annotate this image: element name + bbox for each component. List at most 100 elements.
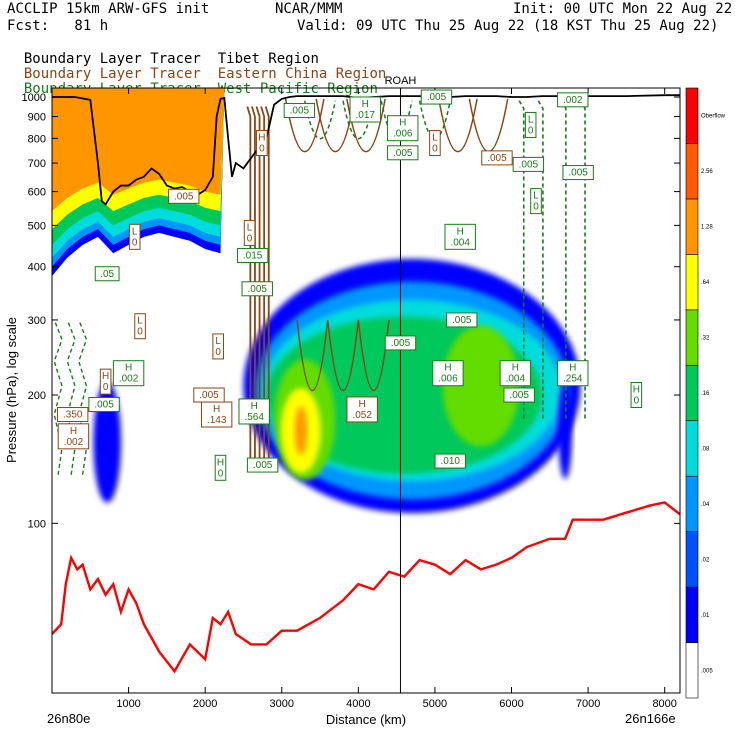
colorbar-cell bbox=[685, 254, 699, 311]
maxima-label-text: .010 bbox=[441, 456, 461, 467]
legend-west-pacific-b: West Pacific Region bbox=[217, 81, 378, 97]
maxima-label-box bbox=[212, 333, 224, 360]
maxima-label-box bbox=[99, 368, 112, 395]
maxima-label-text: .005 bbox=[94, 400, 114, 411]
maxima-label-text: .005 bbox=[452, 315, 472, 326]
maxima-label-text: L bbox=[528, 114, 534, 125]
maxima-label-box bbox=[630, 382, 643, 409]
colorbar-cell bbox=[685, 475, 699, 532]
colorbar-cell bbox=[685, 87, 699, 144]
maxima-label-text: .254 bbox=[563, 374, 583, 385]
maxima-label-text: .015 bbox=[243, 250, 263, 261]
maxima-label-box bbox=[112, 360, 145, 387]
station-marker-label: ROAH bbox=[385, 75, 417, 87]
maxima-label-text: .005 bbox=[519, 159, 539, 170]
maxima-label-text: 0 bbox=[132, 237, 138, 248]
maxima-label-text: 0 bbox=[215, 347, 221, 358]
colorbar-label: Oberflow bbox=[701, 114, 726, 120]
y-tick-label: 200 bbox=[28, 390, 46, 402]
maxima-label-text: .005 bbox=[487, 153, 507, 164]
maxima-label: H0 bbox=[214, 454, 227, 481]
colorbar-label: 1.28 bbox=[701, 225, 713, 231]
colorbar-cell bbox=[685, 420, 699, 477]
maxima-label-box bbox=[236, 247, 269, 263]
maxima-label-box bbox=[88, 397, 120, 413]
maxima-labels: H.002.350.005H0H.002L0H0.005H.143H.564.0… bbox=[56, 89, 643, 481]
legend-tibet-a: Boundary Layer Tracer bbox=[23, 51, 201, 67]
maxima-label: .005 bbox=[193, 387, 225, 403]
tracer-blob-9 bbox=[558, 382, 573, 480]
colorbar-label: .01 bbox=[701, 613, 710, 619]
maxima-label-text: .350 bbox=[63, 410, 83, 421]
maxima-label-text: L bbox=[137, 316, 143, 327]
maxima-label-text: 0 bbox=[137, 327, 143, 338]
maxima-label-box bbox=[246, 457, 279, 473]
maxima-label: H0 bbox=[630, 382, 643, 409]
maxima-label-text: 0 bbox=[432, 144, 438, 155]
maxima-label: H.052 bbox=[346, 396, 378, 423]
tracer-blob-5 bbox=[442, 325, 520, 447]
maxima-label-text: .002 bbox=[64, 437, 84, 448]
tropopause-line bbox=[52, 501, 680, 674]
legend-eastern-china-a: Boundary Layer Tracer bbox=[23, 66, 201, 82]
y-tick-label: 400 bbox=[28, 262, 46, 274]
colorbar-label: .04 bbox=[701, 502, 710, 508]
maxima-label-text: L bbox=[132, 226, 138, 237]
y-tick-label: 700 bbox=[28, 158, 46, 170]
maxima-label-text: H bbox=[70, 426, 77, 437]
maxima-label-text: .052 bbox=[352, 410, 372, 421]
plot-lines bbox=[52, 88, 680, 693]
maxima-label-box bbox=[283, 102, 316, 118]
pacific-contour-0 bbox=[518, 100, 525, 420]
maxima-label-box bbox=[512, 156, 545, 172]
maxima-label: .005 bbox=[420, 89, 453, 105]
maxima-label-box bbox=[56, 407, 89, 423]
maxima-label: .005 bbox=[283, 102, 316, 118]
maxima-label-text: H bbox=[362, 99, 369, 110]
maxima-label-box bbox=[557, 360, 589, 387]
maxima-label: .005 bbox=[512, 156, 545, 172]
maxima-label-box bbox=[432, 360, 464, 387]
maxima-label-text: 0 bbox=[103, 382, 109, 393]
maxima-label: H.564 bbox=[238, 398, 270, 425]
y-tick-label: 600 bbox=[28, 187, 46, 199]
maxima-label: .005 bbox=[387, 145, 419, 161]
section-end: 26n166e bbox=[625, 711, 676, 726]
china-contour-4 bbox=[264, 106, 270, 462]
maxima-label-text: .005 bbox=[253, 460, 273, 471]
maxima-label: H.002 bbox=[57, 423, 90, 450]
maxima-label-box bbox=[557, 92, 589, 108]
pacific-contour-3 bbox=[579, 100, 586, 420]
maxima-label-box bbox=[214, 454, 227, 481]
pacific-contour-1 bbox=[537, 100, 544, 420]
pacific-west-contour-1 bbox=[66, 319, 76, 475]
maxima-label: .005 bbox=[384, 335, 417, 351]
maxima-label-box bbox=[128, 223, 141, 250]
maxima-label-text: L bbox=[533, 191, 539, 202]
y-tick-label: 800 bbox=[28, 133, 46, 145]
maxima-label-text: H bbox=[512, 363, 519, 374]
x-tick-label: 3000 bbox=[270, 698, 294, 710]
boundary-layer-5 bbox=[52, 88, 225, 212]
maxima-label-text: H bbox=[217, 457, 224, 468]
china-low-contour-0 bbox=[284, 98, 325, 153]
maxima-label-box bbox=[94, 266, 120, 282]
maxima-label-box bbox=[243, 219, 256, 246]
section-start: 26n80e bbox=[47, 711, 91, 726]
china-upper-contour-0 bbox=[296, 319, 329, 391]
maxima-label-box bbox=[420, 89, 453, 105]
pacific-west-contour-0 bbox=[53, 319, 63, 475]
maxima-label-text: H bbox=[251, 401, 258, 412]
maxima-label-text: L bbox=[247, 222, 253, 233]
maxima-label-box bbox=[193, 387, 225, 403]
maxima-label: H.254 bbox=[557, 360, 589, 387]
maxima-label-box bbox=[503, 387, 535, 403]
y-tick-label: 300 bbox=[28, 315, 46, 327]
maxima-label-box bbox=[387, 115, 419, 142]
x-tick-label: 7000 bbox=[576, 698, 600, 710]
maxima-label: .05 bbox=[94, 266, 120, 282]
maxima-label-text: H bbox=[444, 363, 451, 374]
maxima-label-text: .004 bbox=[450, 237, 470, 248]
maxima-label: H.006 bbox=[432, 360, 464, 387]
